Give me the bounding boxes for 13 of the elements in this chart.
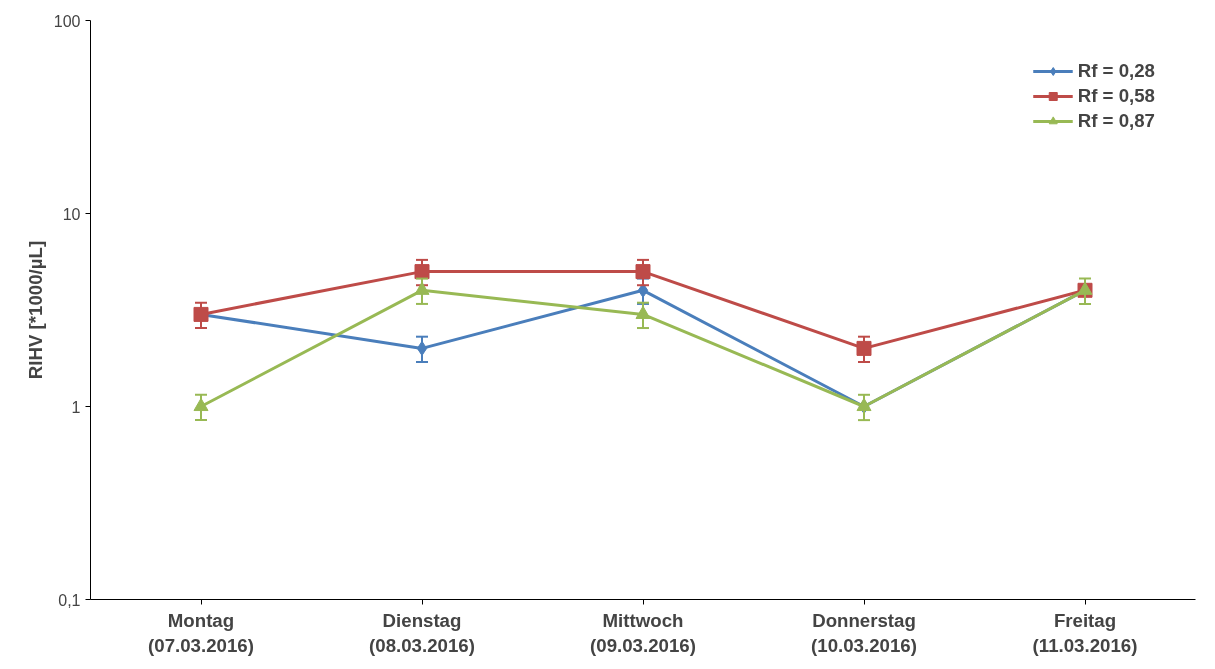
y-tick-label: 10 — [62, 205, 81, 223]
y-tick-label: 100 — [53, 12, 81, 30]
y-axis-title: RIHV [*1000/µL] — [24, 240, 46, 380]
legend-label: Rf = 0,58 — [1077, 85, 1155, 107]
x-tick-label: Montag (07.03.2016) — [148, 609, 254, 656]
x-tick-label: Freitag (11.03.2016) — [1032, 609, 1138, 656]
y-tick-label: 1 — [71, 398, 81, 416]
y-tick-label: 0,1 — [58, 591, 81, 609]
legend-label: Rf = 0,28 — [1077, 60, 1155, 82]
legend-label: Rf = 0,87 — [1077, 110, 1155, 132]
x-tick-label: Donnerstag (10.03.2016) — [811, 609, 917, 656]
x-tick-label: Dienstag (08.03.2016) — [369, 609, 475, 656]
x-tick-label: Mittwoch (09.03.2016) — [590, 609, 696, 656]
